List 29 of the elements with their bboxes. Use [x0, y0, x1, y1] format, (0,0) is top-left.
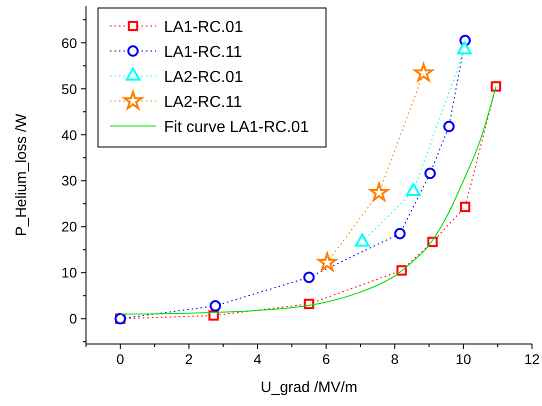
- y-tick-label: 50: [61, 80, 78, 97]
- legend-label: LA2-RC.01: [164, 69, 244, 86]
- x-axis-title: U_grad /MV/m: [260, 379, 358, 396]
- y-tick-label: 10: [61, 264, 78, 281]
- x-tick-label: 10: [456, 351, 472, 367]
- legend-label: LA1-RC.11: [164, 44, 242, 61]
- y-tick-label: 60: [61, 34, 78, 51]
- point: [303, 272, 315, 284]
- legend-label: LA1-RC.01: [164, 19, 244, 36]
- x-tick-label: 6: [322, 351, 330, 367]
- y-tick-label: 20: [61, 218, 78, 235]
- x-tick-label: 8: [390, 351, 399, 367]
- y-tick-label: 0: [69, 310, 78, 327]
- point: [369, 182, 389, 201]
- y-tick-label: 30: [61, 172, 78, 189]
- point: [460, 202, 470, 212]
- point: [424, 168, 436, 180]
- point: [490, 81, 502, 92]
- legend-label: Fit curve LA1-RC.01: [164, 119, 310, 136]
- x-tick-label: 0: [116, 351, 124, 367]
- y-axis-title: P_Helium_loss /W: [13, 112, 30, 236]
- point: [443, 120, 455, 132]
- x-tick-label: 12: [524, 351, 540, 367]
- x-tick-label: 2: [185, 351, 194, 367]
- point: [210, 300, 222, 312]
- y-tick-label: 40: [61, 126, 78, 143]
- legend-label: LA2-RC.11: [164, 94, 242, 111]
- point: [394, 228, 406, 240]
- x-tick-label: 4: [254, 351, 262, 367]
